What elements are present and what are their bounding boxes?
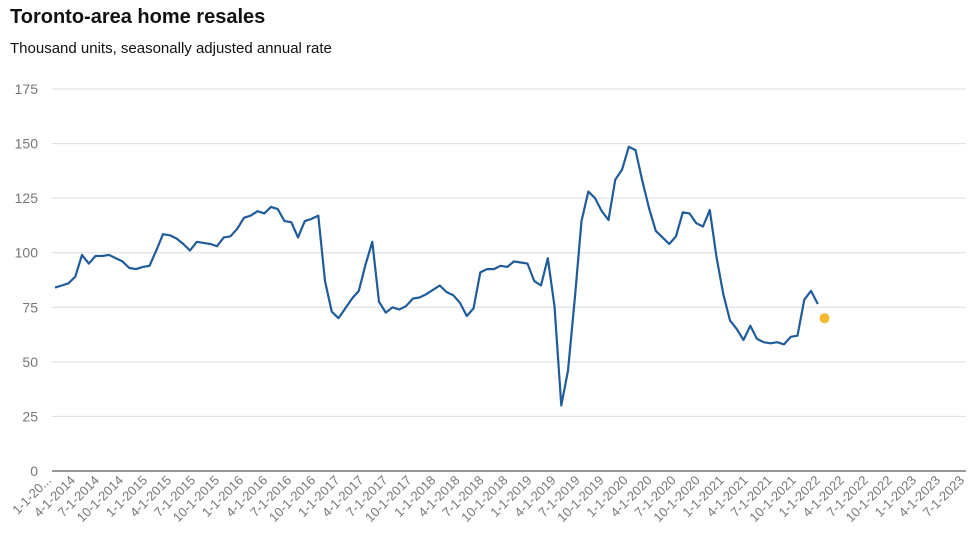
y-tick-label: 0 xyxy=(30,463,38,479)
y-tick-label: 50 xyxy=(22,354,38,370)
gridlines xyxy=(52,88,966,417)
chart-subtitle: Thousand units, seasonally adjusted annu… xyxy=(10,40,332,57)
latest-estimate-marker xyxy=(819,313,830,324)
y-tick-label: 100 xyxy=(15,245,39,261)
y-tick-label: 150 xyxy=(15,136,39,152)
series-line-resales xyxy=(54,145,819,407)
x-axis-tick-labels: 1-1-20...4-1-20147-1-201410-1-20141-1-20… xyxy=(9,473,967,526)
y-tick-label: 175 xyxy=(15,81,39,97)
chart-title: Toronto-area home resales xyxy=(10,6,266,28)
y-tick-label: 125 xyxy=(15,190,39,206)
y-tick-label: 75 xyxy=(22,299,38,315)
y-axis-tick-labels: 0 25 50 75 100 125 150 175 xyxy=(15,81,39,479)
y-tick-label: 25 xyxy=(22,408,38,424)
